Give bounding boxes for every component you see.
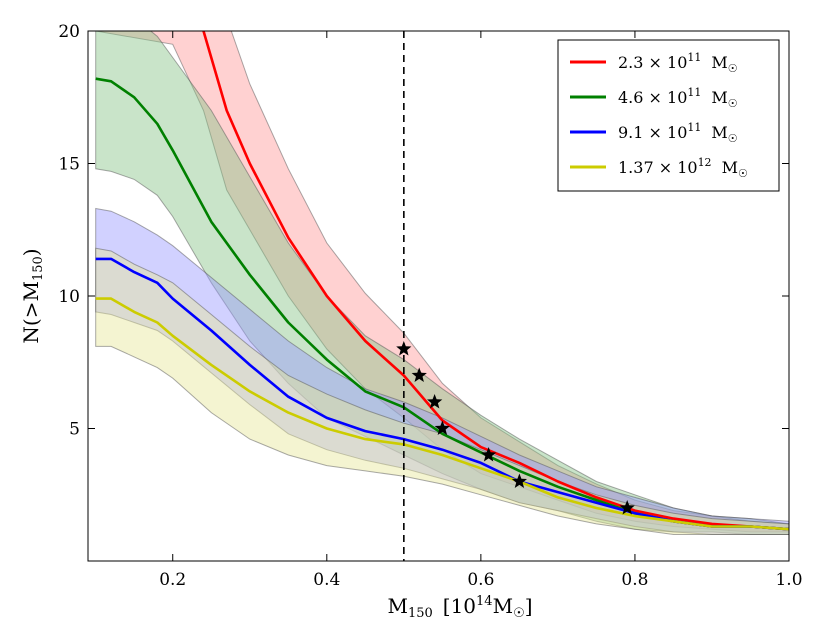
star-marker-2 bbox=[411, 367, 427, 382]
star-marker-7 bbox=[619, 500, 635, 515]
legend-label-2: 4.6 × 1011 M☉ bbox=[618, 86, 738, 110]
star-marker-5 bbox=[481, 447, 497, 462]
x-tick-label: 0.6 bbox=[467, 570, 494, 590]
y-tick-label: 15 bbox=[58, 155, 80, 175]
x-axis-ticks: 0.2 0.4 0.6 0.8 1.0 bbox=[159, 31, 803, 590]
star-marker-4 bbox=[434, 420, 450, 435]
band-series-1 bbox=[95, 31, 789, 533]
band-series-3 bbox=[95, 207, 789, 535]
legend-label-4: 1.37 × 1012 M☉ bbox=[618, 156, 748, 180]
star-marker-1 bbox=[396, 341, 412, 356]
y-tick-label: 5 bbox=[69, 420, 80, 440]
y-axis-ticks: 5 10 15 20 bbox=[58, 22, 789, 440]
star-marker-6 bbox=[511, 473, 527, 488]
x-tick-label: 0.8 bbox=[621, 570, 648, 590]
x-tick-label: 0.2 bbox=[159, 570, 186, 590]
x-axis-title: M150 [1014M☉] bbox=[387, 594, 532, 621]
x-tick-label: 1.0 bbox=[775, 570, 802, 590]
band-series-4 bbox=[95, 247, 789, 535]
y-tick-label: 20 bbox=[58, 22, 80, 42]
y-tick-label: 10 bbox=[58, 287, 80, 307]
legend: 2.3 × 1011 M☉ 4.6 × 1011 M☉ 9.1 × 1011 M☉ 1.37… bbox=[557, 39, 780, 192]
star-marker-3 bbox=[427, 394, 443, 409]
y-axis-title: N(>M150) bbox=[19, 248, 46, 343]
legend-label-1: 2.3 × 1011 M☉ bbox=[618, 51, 738, 75]
legend-label-3: 9.1 × 1011 M☉ bbox=[618, 121, 738, 145]
star-markers bbox=[396, 341, 635, 515]
x-tick-label: 0.4 bbox=[313, 570, 340, 590]
